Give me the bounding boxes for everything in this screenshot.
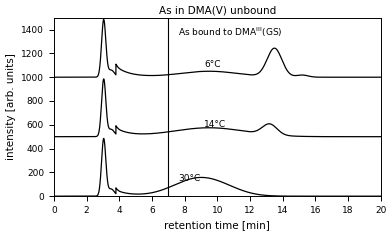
Title: As in DMA(V) unbound: As in DMA(V) unbound (159, 6, 276, 16)
Y-axis label: intensity [arb. units]: intensity [arb. units] (5, 54, 16, 160)
Text: 14°C: 14°C (204, 120, 226, 129)
X-axis label: retention time [min]: retention time [min] (164, 220, 270, 230)
Text: As bound to DMA$^{\mathrm{III}}$(GS): As bound to DMA$^{\mathrm{III}}$(GS) (178, 26, 283, 39)
Text: 6°C: 6°C (204, 60, 221, 69)
Text: 30°C: 30°C (178, 174, 200, 183)
